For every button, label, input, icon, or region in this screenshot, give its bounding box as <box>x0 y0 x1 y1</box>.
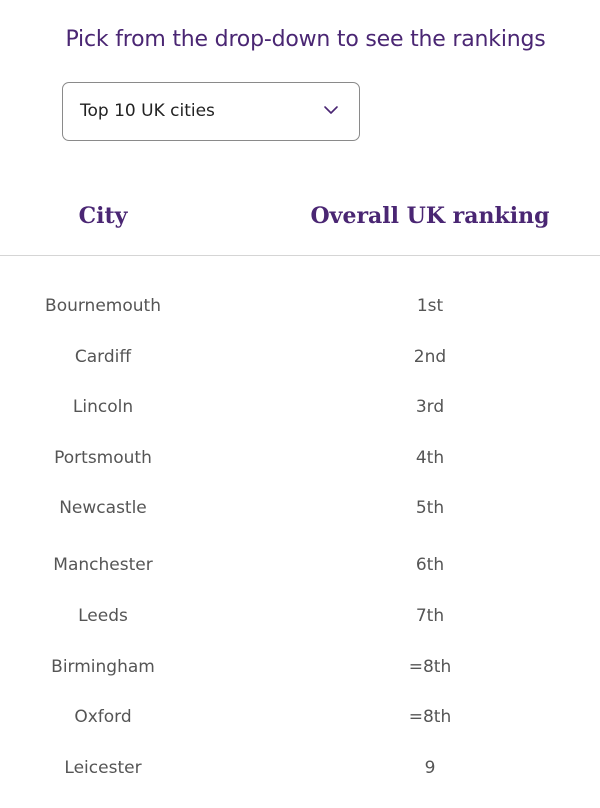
city-cell: Portsmouth <box>54 448 152 468</box>
column-header-city: City <box>78 203 128 229</box>
dropdown-selected-value: Top 10 UK cities <box>80 101 215 121</box>
ranking-cell: =8th <box>408 707 452 727</box>
ranking-cell: 9 <box>424 758 436 778</box>
ranking-cell: 4th <box>415 448 445 468</box>
city-cell: Cardiff <box>74 347 132 367</box>
table-row: Lincoln 3rd <box>0 392 600 422</box>
ranking-cell: 6th <box>415 555 445 575</box>
ranking-cell: 3rd <box>415 397 445 417</box>
ranking-cell: 2nd <box>413 347 447 367</box>
city-cell: Manchester <box>53 555 153 575</box>
city-cell: Leicester <box>64 758 142 778</box>
header-divider <box>0 255 600 256</box>
city-cell: Birmingham <box>51 657 155 677</box>
ranking-cell: 5th <box>415 498 445 518</box>
instruction-heading: Pick from the drop-down to see the ranki… <box>65 27 546 52</box>
ranking-cell: =8th <box>408 657 452 677</box>
column-header-ranking: Overall UK ranking <box>310 203 550 229</box>
ranking-cell: 7th <box>415 606 445 626</box>
table-row: Bournemouth 1st <box>0 291 600 321</box>
table-row: Newcastle 5th <box>0 493 600 523</box>
table-row: Birmingham =8th <box>0 652 600 682</box>
city-cell: Newcastle <box>59 498 147 518</box>
city-cell: Bournemouth <box>45 296 161 316</box>
table-row: Leeds 7th <box>0 601 600 631</box>
chevron-down-icon <box>324 106 338 114</box>
table-row: Manchester 6th <box>0 550 600 580</box>
ranking-cell: 1st <box>416 296 444 316</box>
table-row: Cardiff 2nd <box>0 342 600 372</box>
city-cell: Lincoln <box>72 397 134 417</box>
table-row: Oxford =8th <box>0 702 600 732</box>
city-group-dropdown[interactable]: Top 10 UK cities <box>62 82 360 141</box>
table-row: Portsmouth 4th <box>0 443 600 473</box>
table-header: City Overall UK ranking <box>0 196 600 236</box>
city-cell: Leeds <box>78 606 128 626</box>
table-row: Leicester 9 <box>0 753 600 783</box>
city-cell: Oxford <box>74 707 132 727</box>
